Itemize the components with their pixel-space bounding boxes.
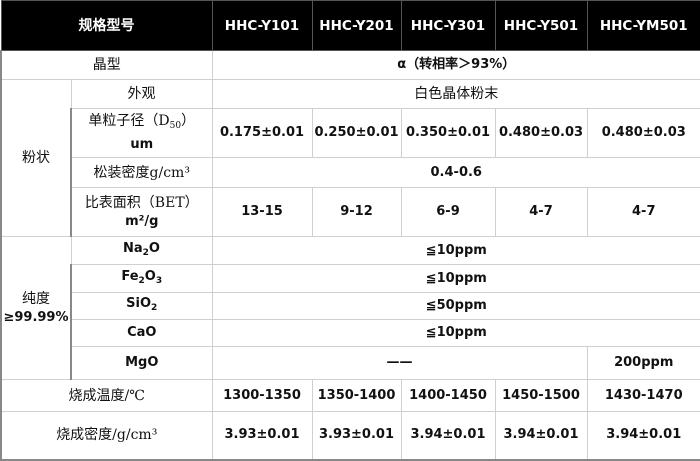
cell: 1300-1350 bbox=[211, 379, 313, 412]
particle-size-row: 单粒子径（D50） um 0.175±0.01 0.250±0.01 0.350±… bbox=[1, 108, 700, 158]
cell: 0.480±0.03 bbox=[494, 108, 588, 158]
sio2-row: SiO2 ≦50ppm bbox=[1, 292, 700, 320]
cell: 1450-1500 bbox=[494, 379, 588, 412]
crystal-row: 晶型 α（转相率＞93%） bbox=[0, 50, 700, 80]
mgo-label: MgO bbox=[70, 346, 213, 380]
label-unit: um bbox=[130, 137, 154, 152]
label-text: ） bbox=[181, 113, 196, 129]
cell: 1350-1400 bbox=[311, 379, 402, 412]
particle-size-label: 单粒子径（D50） um bbox=[70, 108, 213, 158]
bulk-density-value: 0.4-0.6 bbox=[211, 157, 700, 188]
header-row: 规格型号 HHC-Y101 HHC-Y201 HHC-Y301 HHC-Y501… bbox=[0, 0, 700, 51]
model-header: HHC-Y301 bbox=[400, 0, 496, 51]
firing-temp-row: 烧成温度/℃ 1300-1350 1350-1400 1400-1450 145… bbox=[0, 379, 700, 412]
label-text: O bbox=[148, 240, 160, 256]
model-header: HHC-Y201 bbox=[311, 0, 402, 51]
purity-group-label: 纯度 ≥99.99% bbox=[0, 236, 72, 380]
appearance-row: 粉状 外观 白色晶体粉末 bbox=[0, 79, 700, 237]
sio2-label: SiO2 bbox=[70, 292, 213, 320]
mgo-value-last: 200ppm bbox=[586, 346, 700, 380]
cao-value: ≦10ppm bbox=[211, 319, 700, 347]
na2o-label: Na2O bbox=[70, 236, 213, 265]
mgo-value-common: —— bbox=[211, 346, 588, 380]
cell: 4-7 bbox=[586, 187, 700, 237]
fe2o3-label: Fe2O3 bbox=[70, 264, 213, 293]
label-text: 比表面积（BET） bbox=[84, 194, 199, 211]
cell: 3.93±0.01 bbox=[211, 411, 313, 461]
label-text: Na bbox=[123, 240, 143, 256]
cell: 0.175±0.01 bbox=[211, 108, 313, 158]
bulk-density-row: 松装密度g/cm³ 0.4-0.6 bbox=[1, 157, 700, 188]
model-header: HHC-YM501 bbox=[586, 0, 700, 51]
model-header: HHC-Y101 bbox=[211, 0, 313, 51]
cell: 4-7 bbox=[494, 187, 588, 237]
crystal-label: 晶型 bbox=[0, 50, 213, 80]
label-sub: 2 bbox=[142, 247, 149, 258]
label-sub: 2 bbox=[138, 275, 145, 286]
sio2-value: ≦50ppm bbox=[211, 292, 700, 320]
fe2o3-row: Fe2O3 ≦10ppm bbox=[1, 264, 700, 293]
cao-row: CaO ≦10ppm bbox=[1, 319, 700, 347]
bet-label: 比表面积（BET） m²/g bbox=[70, 187, 213, 237]
cao-label: CaO bbox=[70, 319, 213, 347]
label-unit: m²/g bbox=[125, 213, 159, 229]
cell: 3.93±0.01 bbox=[311, 411, 402, 461]
firing-density-row: 烧成密度/g/cm³ 3.93±0.01 3.93±0.01 3.94±0.01… bbox=[0, 411, 700, 461]
cell: 1430-1470 bbox=[586, 379, 700, 412]
label-text: SiO bbox=[126, 296, 152, 311]
cell: 9-12 bbox=[311, 187, 402, 237]
model-header: HHC-Y501 bbox=[494, 0, 588, 51]
label-text: Fe bbox=[121, 268, 139, 284]
label-sub: 3 bbox=[155, 275, 163, 286]
label-text: O bbox=[144, 268, 156, 284]
appearance-value: 白色晶体粉末 bbox=[211, 79, 700, 109]
cell: 3.94±0.01 bbox=[494, 411, 588, 461]
label-sub: 50 bbox=[169, 121, 182, 131]
label-text: 纯度 bbox=[22, 290, 50, 307]
mgo-row: MgO —— 200ppm bbox=[1, 346, 700, 380]
label-sub: 2 bbox=[151, 303, 158, 313]
powder-group-label: 粉状 bbox=[0, 79, 72, 237]
cell: 0.250±0.01 bbox=[311, 108, 402, 158]
firing-density-label: 烧成密度/g/cm³ bbox=[0, 411, 213, 461]
firing-temp-label: 烧成温度/℃ bbox=[0, 379, 213, 412]
na2o-row: 纯度 ≥99.99% Na2O ≦10ppm bbox=[0, 236, 700, 380]
cell: 6-9 bbox=[400, 187, 496, 237]
cell: 0.350±0.01 bbox=[400, 108, 496, 158]
spec-header: 规格型号 bbox=[0, 0, 213, 51]
label-text: 单粒子径（D bbox=[88, 113, 170, 129]
cell: 3.94±0.01 bbox=[586, 411, 700, 461]
fe2o3-value: ≦10ppm bbox=[211, 264, 700, 293]
appearance-label: 外观 bbox=[70, 79, 213, 109]
bet-row: 比表面积（BET） m²/g 13-15 9-12 6-9 4-7 4-7 bbox=[1, 187, 700, 237]
bulk-density-label: 松装密度g/cm³ bbox=[70, 157, 213, 188]
cell: 3.94±0.01 bbox=[400, 411, 496, 461]
cell: 0.480±0.03 bbox=[586, 108, 700, 158]
cell: 13-15 bbox=[211, 187, 313, 237]
purity-value: ≥99.99% bbox=[3, 309, 69, 325]
cell: 1400-1450 bbox=[400, 379, 496, 412]
crystal-value: α（转相率＞93%） bbox=[211, 50, 700, 80]
na2o-value: ≦10ppm bbox=[211, 236, 700, 265]
